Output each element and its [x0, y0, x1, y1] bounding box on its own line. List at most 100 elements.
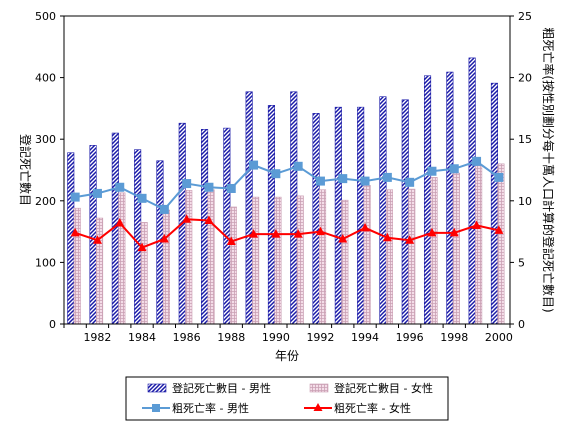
bar-female-deaths: [318, 189, 327, 325]
point-male-rate: [338, 174, 348, 184]
x-tick-label: 1982: [83, 331, 111, 344]
bar-male-deaths: [267, 105, 276, 325]
point-female-rate: [249, 229, 259, 238]
right-tick-label: 10: [518, 195, 532, 208]
bar-female-deaths: [497, 163, 505, 325]
point-female-rate: [271, 229, 281, 238]
point-female-rate: [293, 229, 303, 238]
bar-male-deaths: [468, 57, 476, 325]
left-axis: 0 100 200 300 400 500: [35, 10, 64, 331]
right-tick-label: 0: [518, 318, 525, 331]
point-female-rate: [338, 233, 348, 243]
bar-female-deaths: [207, 189, 215, 325]
left-tick-label: 400: [35, 72, 56, 85]
bar-male-deaths: [312, 113, 320, 325]
bar-male-deaths: [379, 96, 387, 325]
point-male-rate: [92, 188, 102, 198]
point-male-rate: [405, 177, 415, 187]
left-tick-label: 500: [35, 10, 56, 23]
point-female-rate: [204, 215, 214, 225]
legend-label-female-rate: 粗死亡率 - 女性: [334, 401, 411, 415]
point-female-rate: [182, 214, 192, 223]
left-tick-label: 300: [35, 133, 56, 146]
y-axis-left-title: 登記死亡數目: [18, 134, 33, 206]
point-male-rate: [115, 182, 125, 192]
point-female-rate: [92, 235, 102, 244]
bar-female-deaths: [296, 195, 304, 325]
point-female-rate: [427, 227, 437, 237]
point-female-rate: [494, 225, 504, 234]
x-tick-label: 1990: [262, 331, 290, 344]
bar-male-deaths: [446, 71, 454, 325]
right-tick-label: 20: [518, 72, 532, 85]
point-male-rate: [182, 179, 192, 189]
point-female-rate: [315, 226, 325, 236]
bar-male-deaths: [245, 91, 253, 325]
y-axis-right-title: 粗死亡率(按性別劃分每十萬人口計算的登記死亡數目): [541, 27, 556, 312]
legend-swatch-female-deaths: [309, 383, 329, 393]
point-male-rate: [159, 204, 169, 214]
legend-frame: [125, 376, 449, 421]
bar-female-deaths: [140, 222, 148, 325]
x-tick-label: 1994: [351, 331, 379, 344]
bar-female-deaths: [252, 196, 260, 325]
x-tick-label: 1996: [396, 331, 424, 344]
bar-male-deaths: [423, 75, 432, 325]
legend-swatch-male-deaths: [147, 383, 167, 393]
bar-male-deaths: [334, 106, 342, 325]
point-female-rate: [472, 220, 482, 229]
bar-male-deaths: [201, 129, 209, 325]
point-male-rate: [382, 172, 392, 182]
x-tick-label: 1988: [217, 331, 245, 344]
point-male-rate: [449, 164, 459, 174]
point-male-rate: [494, 172, 504, 182]
left-tick-label: 200: [35, 195, 56, 208]
legend: 登記死亡數目 - 男性 登記死亡數目 - 女性 粗死亡率 - 男性 粗死亡率 -…: [125, 376, 449, 421]
point-female-rate: [159, 233, 169, 243]
point-male-rate: [472, 156, 482, 166]
bar-female-deaths: [408, 188, 416, 325]
bar-female-deaths: [475, 165, 483, 325]
bar-male-deaths: [89, 145, 97, 325]
bar-female-deaths: [96, 217, 104, 325]
point-male-rate: [271, 169, 281, 179]
point-female-rate: [115, 217, 125, 227]
bar-female-deaths: [162, 209, 170, 325]
left-tick-label: 0: [49, 318, 56, 331]
point-male-rate: [226, 183, 236, 193]
x-tick-label: 2000: [485, 331, 513, 344]
right-tick-label: 25: [518, 10, 532, 23]
bar-male-deaths: [401, 99, 409, 325]
point-male-rate: [70, 192, 80, 202]
right-tick-label: 15: [518, 133, 532, 146]
x-tick-label: 1998: [440, 331, 468, 344]
legend-label-male-deaths: 登記死亡數目 - 男性: [172, 381, 271, 395]
left-tick-label: 100: [35, 256, 56, 269]
bar-female-deaths: [452, 172, 460, 325]
point-male-rate: [427, 166, 437, 176]
bar-female-deaths: [341, 199, 349, 325]
point-male-rate: [204, 182, 214, 192]
bar-male-deaths: [223, 127, 231, 325]
legend-marker-male-rate: [152, 404, 160, 412]
bar-female-deaths: [229, 206, 237, 325]
bar-female-deaths: [363, 185, 371, 325]
point-female-rate: [226, 236, 236, 245]
right-tick-label: 5: [518, 256, 525, 269]
bar-female-deaths: [73, 207, 81, 325]
bar-male-deaths: [290, 91, 298, 325]
bar-female-deaths: [385, 189, 394, 325]
point-male-rate: [360, 176, 370, 186]
bar-male-deaths: [490, 82, 499, 325]
legend-marker-female-rate: [313, 403, 323, 411]
x-tick-label: 1986: [173, 331, 201, 344]
bars-layer: [67, 57, 505, 325]
line-female-rate: [74, 218, 500, 249]
point-male-rate: [293, 161, 303, 171]
point-female-rate: [70, 227, 80, 237]
bar-female-deaths: [430, 177, 438, 325]
point-female-rate: [360, 222, 370, 232]
legend-label-female-deaths: 登記死亡數目 - 女性: [334, 381, 433, 395]
bar-female-deaths: [118, 192, 126, 325]
